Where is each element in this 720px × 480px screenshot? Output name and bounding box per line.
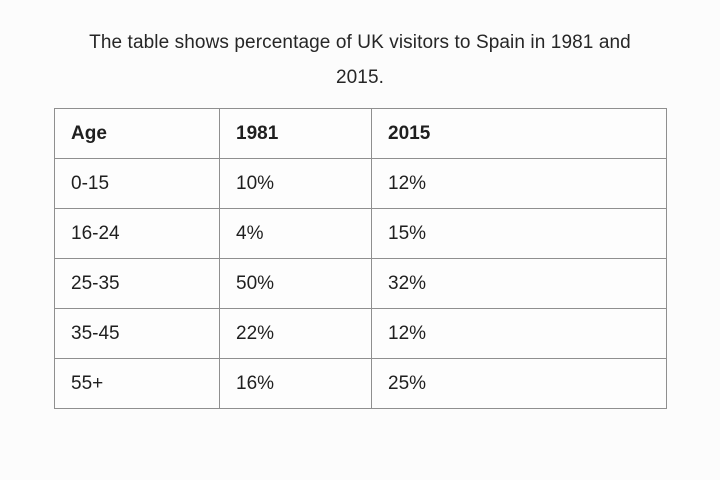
cell-age: 16-24 [54, 208, 220, 259]
cell-1981-value: 16% [219, 358, 372, 409]
cell-2015-value: 25% [371, 358, 667, 409]
column-header-1981: 1981 [219, 108, 372, 159]
cell-1981-value: 4% [219, 208, 372, 259]
cell-2015-value: 12% [371, 158, 667, 209]
cell-1981-value: 50% [219, 258, 372, 309]
cell-2015-value: 12% [371, 308, 667, 359]
cell-1981-value: 10% [219, 158, 372, 209]
table-row: 25-35 50% 32% [54, 258, 667, 309]
cell-2015-value: 15% [371, 208, 667, 259]
column-header-age: Age [54, 108, 220, 159]
cell-1981-value: 22% [219, 308, 372, 359]
column-header-2015: 2015 [371, 108, 667, 159]
page-title-line-2: 2015. [335, 67, 385, 88]
cell-age: 35-45 [54, 308, 220, 359]
cell-2015-value: 32% [371, 258, 667, 309]
page-title-line-1: The table shows percentage of UK visitor… [89, 32, 631, 53]
visitors-table: Age 1981 2015 0-15 10% 12% 16-24 4% 15% … [54, 108, 667, 409]
cell-age: 55+ [54, 358, 220, 409]
table-row: 55+ 16% 25% [54, 358, 667, 409]
table-row: 0-15 10% 12% [54, 158, 667, 209]
cell-age: 0-15 [54, 158, 220, 209]
page-title: The table shows percentage of UK visitor… [0, 25, 720, 95]
table-row: 16-24 4% 15% [54, 208, 667, 259]
table-row: 35-45 22% 12% [54, 308, 667, 359]
cell-age: 25-35 [54, 258, 220, 309]
table-header-row: Age 1981 2015 [54, 108, 667, 159]
